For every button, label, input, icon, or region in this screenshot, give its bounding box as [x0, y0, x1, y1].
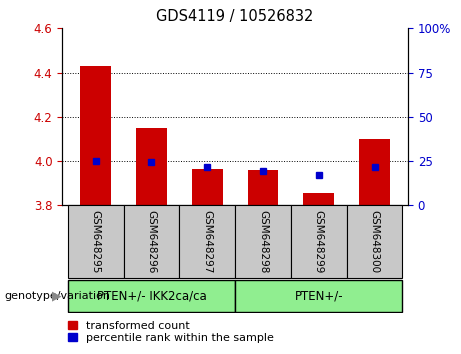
Text: GSM648299: GSM648299 — [314, 210, 324, 273]
Bar — [235, 280, 402, 312]
Text: GSM648300: GSM648300 — [370, 210, 379, 273]
Text: PTEN+/-: PTEN+/- — [295, 289, 343, 302]
Bar — [359, 139, 390, 205]
Bar — [136, 128, 167, 205]
Title: GDS4119 / 10526832: GDS4119 / 10526832 — [156, 9, 314, 24]
Bar — [192, 169, 223, 205]
Bar — [347, 205, 402, 278]
Text: genotype/variation: genotype/variation — [5, 291, 111, 301]
Text: PTEN+/- IKK2ca/ca: PTEN+/- IKK2ca/ca — [97, 289, 207, 302]
Bar — [80, 66, 111, 205]
Bar — [235, 205, 291, 278]
Bar — [248, 170, 278, 205]
Text: GSM648298: GSM648298 — [258, 210, 268, 273]
Bar — [68, 280, 235, 312]
Bar — [303, 193, 334, 205]
Bar — [179, 205, 235, 278]
Text: GSM648295: GSM648295 — [91, 210, 100, 273]
Bar — [124, 205, 179, 278]
Text: GSM648297: GSM648297 — [202, 210, 212, 273]
Bar — [291, 205, 347, 278]
Text: ▶: ▶ — [52, 289, 61, 302]
Bar — [68, 205, 124, 278]
Legend: transformed count, percentile rank within the sample: transformed count, percentile rank withi… — [68, 321, 273, 343]
Text: GSM648296: GSM648296 — [147, 210, 156, 273]
